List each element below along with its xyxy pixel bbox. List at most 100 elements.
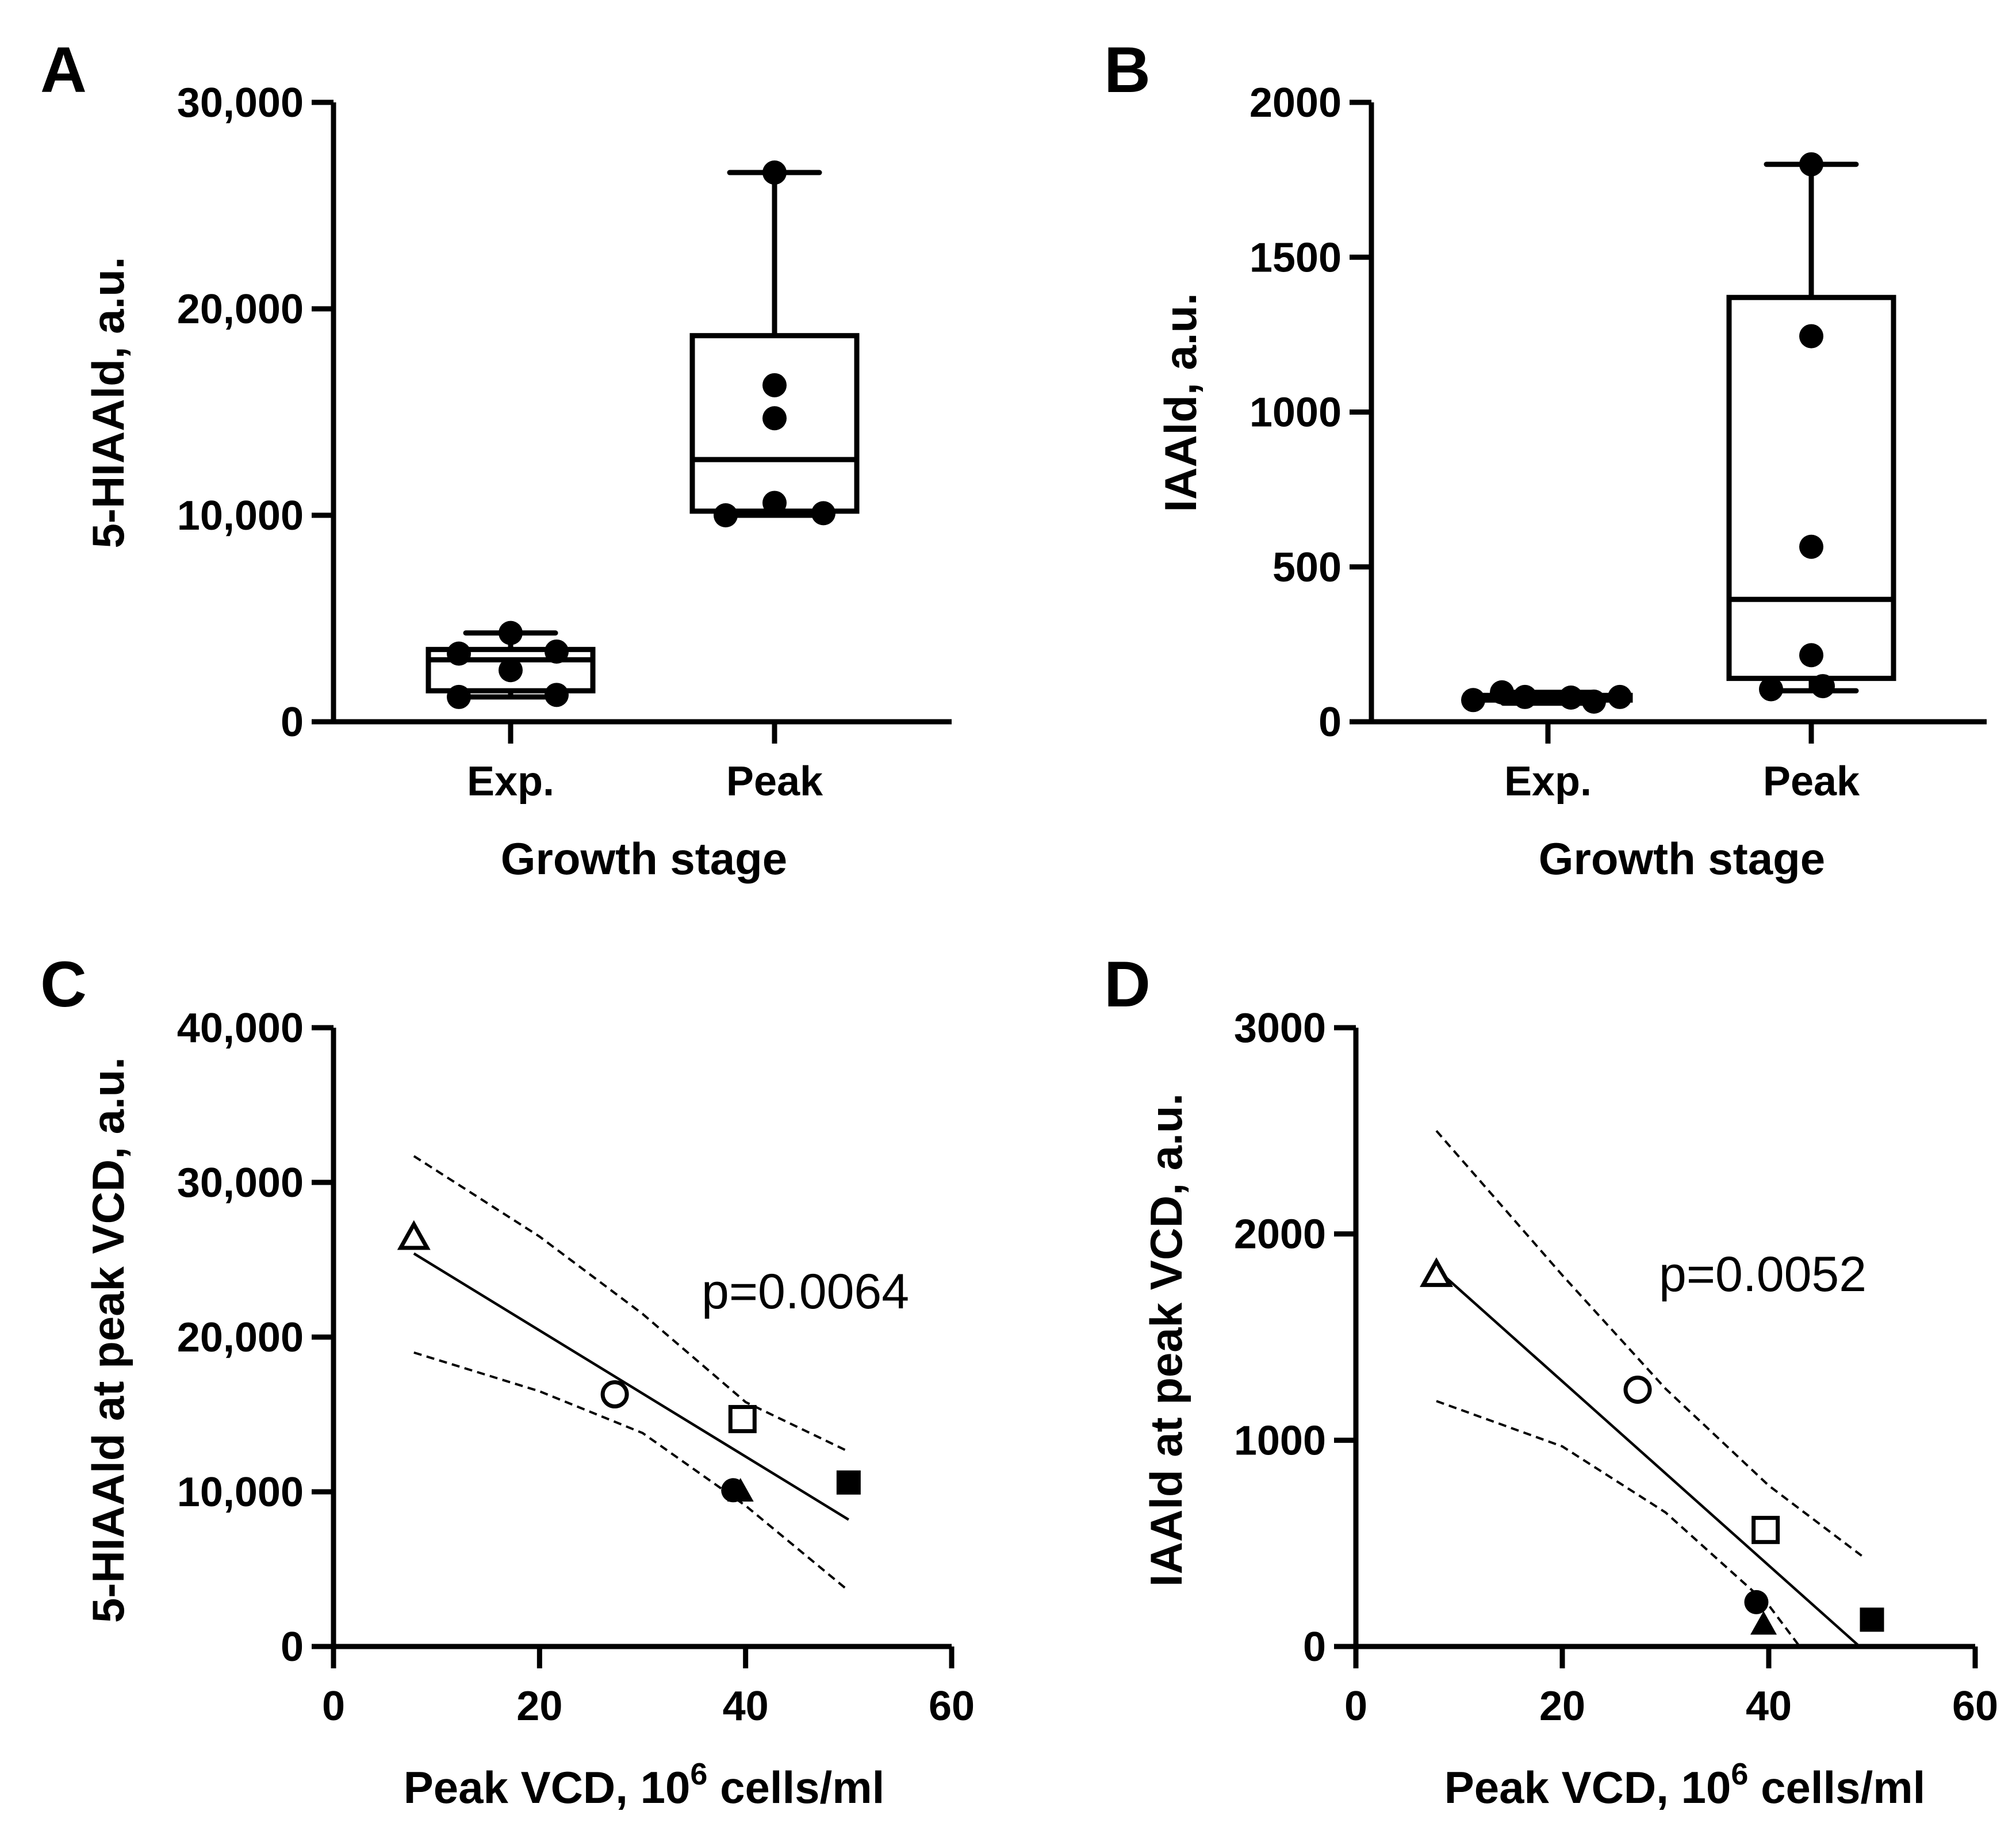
data-point-b bbox=[1759, 677, 1783, 702]
panel-b: B 0 500 1000 1500 2000 Exp. Peak IAAld, a.u. G… bbox=[1104, 34, 1987, 884]
data-point-a bbox=[762, 373, 787, 397]
y-tick-label-c: 30,000 bbox=[177, 1160, 304, 1206]
y-tick-label-a: 0 bbox=[281, 699, 304, 745]
x-tick-label-a: Exp. bbox=[467, 759, 554, 805]
data-point-a bbox=[447, 684, 471, 709]
x-tick-label-d: 40 bbox=[1746, 1683, 1792, 1729]
x-tick-label-b: Exp. bbox=[1504, 759, 1592, 805]
data-point-b bbox=[1799, 643, 1823, 668]
panel-letter-c: C bbox=[40, 948, 87, 1020]
data-point-b bbox=[1490, 680, 1514, 704]
y-axis-label-d: IAAld at peak VCD, a.u. bbox=[1141, 1093, 1191, 1587]
x-tick-label-d: 0 bbox=[1344, 1683, 1367, 1729]
y-tick-label-a: 10,000 bbox=[177, 493, 304, 539]
p-value-annotation-c: p=0.0064 bbox=[702, 1264, 909, 1319]
confidence-band-lower-d bbox=[1436, 1400, 1801, 1648]
confidence-band-upper-d bbox=[1435, 1129, 1862, 1557]
y-tick-label-c: 20,000 bbox=[177, 1315, 304, 1361]
x-tick-label-c: 0 bbox=[322, 1683, 345, 1729]
panel-c: C 0 10,000 20,000 30,000 40,000 0 20 40 60 5-HIA… bbox=[40, 948, 975, 1813]
data-point-a bbox=[545, 639, 569, 664]
confidence-band-upper-c bbox=[413, 1155, 849, 1453]
square-filled-point-c bbox=[836, 1470, 861, 1495]
data-point-a bbox=[499, 658, 523, 683]
x-tick-label-d: 60 bbox=[1952, 1683, 1998, 1729]
plot-area-a: 0 10,000 20,000 30,000 Exp. Peak bbox=[177, 80, 952, 805]
y-tick-label-b: 500 bbox=[1273, 545, 1342, 591]
data-point-a bbox=[447, 641, 471, 666]
data-point-b bbox=[1461, 688, 1485, 713]
y-tick-label-d: 3000 bbox=[1234, 1005, 1326, 1051]
circle-open-point-c bbox=[600, 1380, 629, 1409]
confidence-band-lower-c bbox=[413, 1351, 850, 1592]
x-tick-label-c: 20 bbox=[516, 1683, 562, 1729]
triangle-open-point-d bbox=[1420, 1257, 1453, 1287]
p-value-annotation-d: p=0.0052 bbox=[1659, 1247, 1866, 1302]
plot-area-c: 0 10,000 20,000 30,000 40,000 0 20 40 60 bbox=[177, 1005, 975, 1729]
y-tick-label-b: 2000 bbox=[1250, 80, 1342, 126]
data-point-a bbox=[762, 491, 787, 515]
y-tick-label-d: 2000 bbox=[1234, 1212, 1326, 1258]
data-point-a bbox=[811, 501, 835, 526]
x-axis-label-d: Peak VCD, 106 cells/ml bbox=[1444, 1757, 1926, 1813]
square-filled-point-d bbox=[1860, 1607, 1884, 1632]
x-axis-label-b: Growth stage bbox=[1539, 833, 1825, 884]
box-iqr bbox=[426, 646, 596, 694]
y-tick-label-b: 1500 bbox=[1250, 235, 1342, 281]
y-tick-label-b: 0 bbox=[1319, 699, 1342, 745]
square-open-point-c bbox=[728, 1405, 757, 1434]
regression-line-d bbox=[1435, 1268, 1861, 1648]
data-point-b bbox=[1799, 534, 1823, 559]
x-tick-label-d: 20 bbox=[1539, 1683, 1585, 1729]
y-axis-label-a: 5-HIAAld, a.u. bbox=[83, 256, 133, 548]
y-tick-label-b: 1000 bbox=[1250, 390, 1342, 436]
data-point-a bbox=[762, 160, 787, 185]
box-iqr bbox=[1726, 294, 1896, 681]
x-axis-label-tail-d: cells/ml bbox=[1748, 1762, 1925, 1813]
y-tick-label-c: 10,000 bbox=[177, 1469, 304, 1515]
data-point-b bbox=[1513, 684, 1537, 709]
y-tick-label-a: 20,000 bbox=[177, 286, 304, 332]
triangle-open-point-c bbox=[397, 1220, 431, 1250]
data-point-a bbox=[714, 503, 738, 527]
plot-area-d: 0 1000 2000 3000 0 20 40 60 bbox=[1234, 1005, 1998, 1729]
x-axis-label-sup-d: 6 bbox=[1731, 1757, 1748, 1791]
regression-line-c bbox=[413, 1252, 849, 1521]
data-point-b bbox=[1811, 674, 1835, 699]
data-point-a bbox=[762, 406, 787, 431]
x-tick-label-b: Peak bbox=[1763, 759, 1860, 805]
y-axis-label-c: 5-HIAAld at peak VCD, a.u. bbox=[83, 1057, 133, 1623]
data-point-b bbox=[1582, 689, 1606, 714]
plot-area-b: 0 500 1000 1500 2000 Exp. Peak bbox=[1250, 80, 1987, 805]
y-tick-label-c: 0 bbox=[281, 1624, 304, 1670]
data-point-b bbox=[1799, 324, 1823, 349]
data-point-b bbox=[1608, 684, 1632, 709]
triangle-filled-point-d bbox=[1750, 1611, 1777, 1635]
y-tick-label-c: 40,000 bbox=[177, 1005, 304, 1051]
data-point-a bbox=[545, 683, 569, 707]
y-tick-label-d: 0 bbox=[1303, 1624, 1326, 1670]
y-tick-label-d: 1000 bbox=[1234, 1418, 1326, 1464]
x-axis-label-a: Growth stage bbox=[501, 833, 787, 884]
y-tick-label-a: 30,000 bbox=[177, 80, 304, 126]
y-axis-label-b: IAAld, a.u. bbox=[1155, 293, 1206, 512]
panel-letter-b: B bbox=[1104, 34, 1151, 106]
x-tick-label-c: 60 bbox=[929, 1683, 975, 1729]
circle-open-point-d bbox=[1623, 1375, 1652, 1404]
x-axis-label-c: Peak VCD, 106 cells/ml bbox=[404, 1757, 885, 1813]
x-axis-label-main-d: Peak VCD, 10 bbox=[1444, 1762, 1731, 1813]
panel-letter-a: A bbox=[40, 34, 87, 106]
data-point-b bbox=[1799, 152, 1823, 177]
data-point-a bbox=[499, 621, 523, 645]
data-point-b bbox=[1559, 685, 1583, 710]
panel-a: A 0 10,000 20,000 30,000 Exp. Peak 5-HIAAld, … bbox=[40, 34, 952, 884]
x-axis-label-sup-c: 6 bbox=[690, 1757, 707, 1791]
panel-letter-d: D bbox=[1104, 948, 1151, 1020]
x-axis-label-main-c: Peak VCD, 10 bbox=[404, 1762, 691, 1813]
x-axis-label-tail-c: cells/ml bbox=[707, 1762, 884, 1813]
x-tick-label-a: Peak bbox=[726, 759, 823, 805]
triangle-filled-point-c bbox=[727, 1478, 754, 1502]
panel-d: D 0 1000 2000 3000 0 20 40 60 IAAld at peak VCD… bbox=[1104, 948, 1998, 1813]
